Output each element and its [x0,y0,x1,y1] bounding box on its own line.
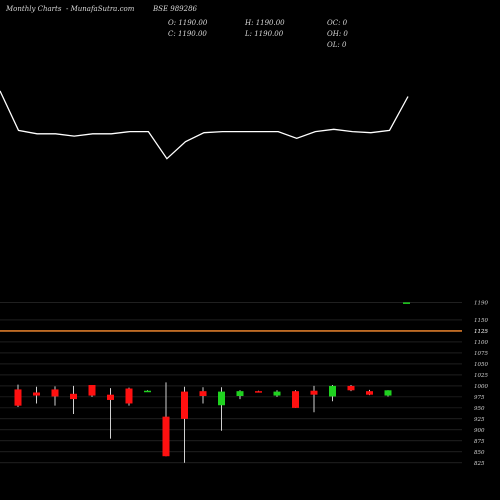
candle [162,382,170,457]
candle-body [236,391,244,397]
candle [273,390,281,397]
open-value: O: 1190.00 [168,19,208,27]
candle [366,389,373,396]
y-tick-label: 875 [474,439,485,445]
candle [51,386,59,406]
candle-body [107,394,114,400]
y-tick-label: 850 [474,450,485,456]
candle-body [347,385,355,391]
candle [292,390,299,408]
candle-body [403,302,410,304]
stock-symbol: BSE 989286 [153,5,197,13]
last-price-label: 1125 [474,329,488,335]
candle [329,385,336,402]
candle [70,385,77,415]
y-tick-label: 1125 [474,329,488,335]
candle [384,390,392,397]
candle [33,386,40,404]
y-tick-label: 900 [474,428,485,434]
candle-body [144,390,151,393]
candle-body [162,416,170,457]
candle [107,388,114,439]
site-name: - MunafaSutra.com [66,5,135,13]
y-tick-label: 1190 [474,300,488,306]
y-tick-label: 975 [474,395,485,401]
candle-body [384,390,392,396]
y-tick-label: 1000 [474,384,488,390]
high-value: H: 1190.00 [245,19,285,27]
candle-body [366,391,373,395]
candle-body [273,391,281,396]
candle-body [70,393,77,400]
candle [255,390,262,393]
candle [310,385,318,413]
candle-body [310,390,318,395]
y-tick-label: 1025 [474,373,488,379]
y-tick-label: 1075 [474,351,488,357]
candle [218,387,225,431]
candle-body [329,385,336,397]
y-tick-label: 825 [474,461,485,467]
ol-value: OL: 0 [327,41,347,49]
candle [88,385,96,397]
candle [125,387,133,406]
oc-value: OC: 0 [327,19,348,27]
candle-body [14,389,22,406]
y-axis-ticks: 1190 1150 1125 1100 1075 1050 1025 1000 975 950 92… [474,300,488,466]
candle-body [181,391,188,419]
chart-brand: Monthly Charts [6,5,62,13]
candle [144,390,151,393]
candle-body [33,392,40,396]
candlestick-chart [14,302,410,463]
close-value: C: 1190.00 [168,30,207,38]
candle-body [218,391,225,406]
grid-lines [0,302,462,464]
candle-body [51,389,59,397]
y-tick-label: 1150 [474,318,488,324]
candle [236,390,244,400]
candle-body [88,385,96,396]
overlay-line [0,90,409,160]
y-tick-label: 950 [474,406,485,412]
candle-body [292,391,299,408]
candle-body [125,388,133,404]
overlay-line-chart [0,90,409,160]
candle-body [255,391,262,393]
candle-body [199,391,207,397]
candle [347,385,355,392]
candle [14,384,22,407]
candle [403,302,410,304]
candle [181,386,188,463]
y-tick-label: 925 [474,417,485,423]
y-tick-label: 1100 [474,340,488,346]
candle [199,387,207,404]
y-tick-label: 1050 [474,362,488,368]
oh-value: OH: 0 [327,30,348,38]
low-value: L: 1190.00 [245,30,284,38]
